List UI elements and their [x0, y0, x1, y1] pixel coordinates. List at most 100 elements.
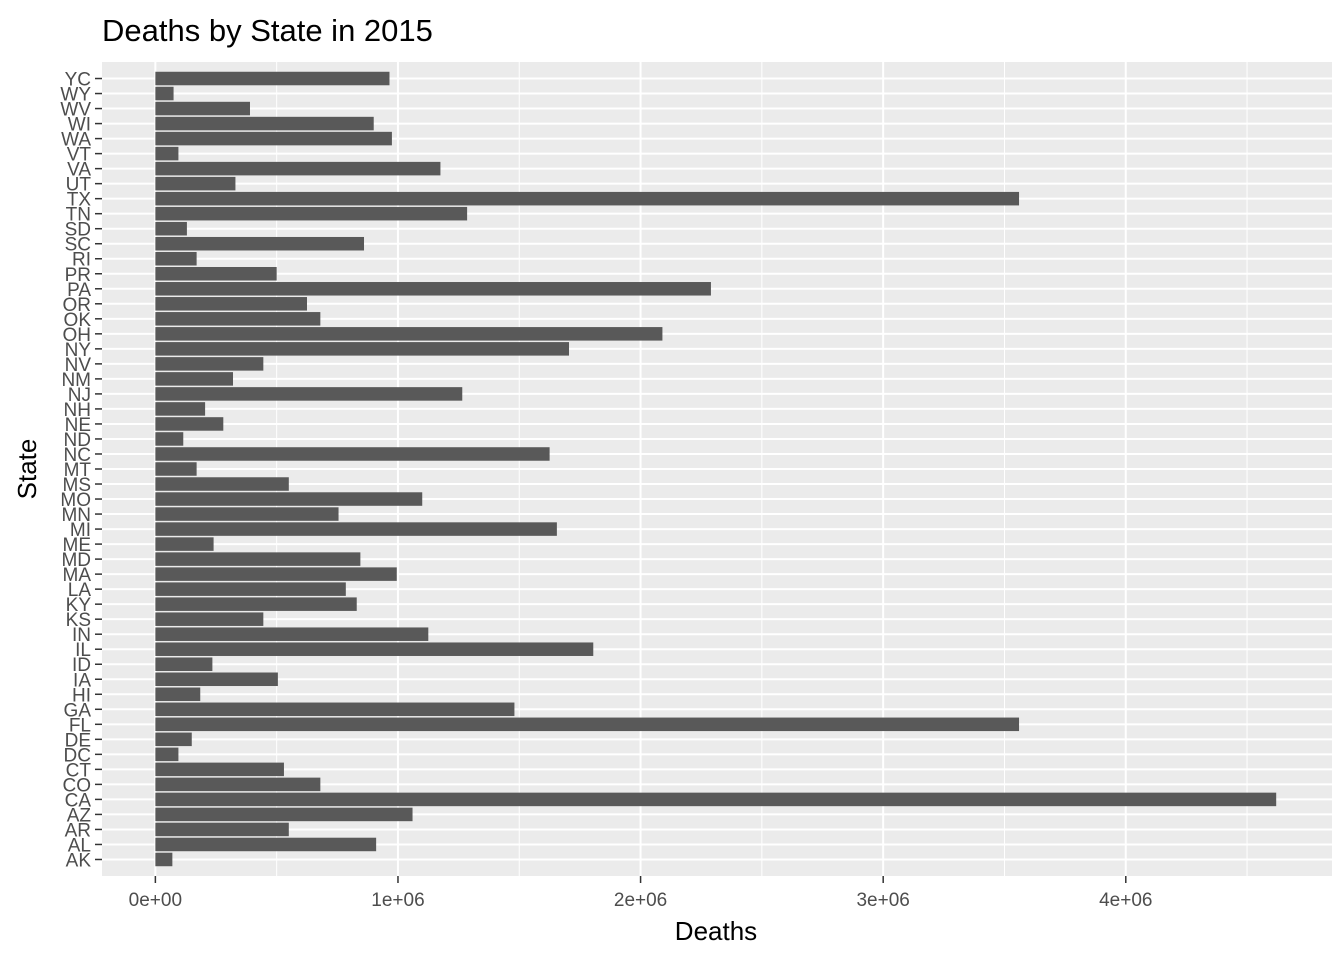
y-tick-label-nd: ND: [64, 430, 91, 451]
bar-la: [155, 582, 346, 596]
y-tick-label-tn: TN: [66, 205, 91, 226]
bar-de: [155, 732, 192, 747]
bars-group: [155, 71, 1277, 867]
bar-ak: [155, 852, 173, 867]
bar-al: [155, 837, 377, 852]
bar-ms: [155, 477, 289, 491]
bar-ga: [155, 702, 515, 717]
bar-tx: [155, 191, 1020, 206]
y-tick-label-vt: VT: [67, 145, 92, 166]
chart-title: Deaths by State in 2015: [102, 13, 433, 48]
bar-co: [155, 777, 321, 792]
bar-va: [155, 161, 441, 176]
y-tick-label-de: DE: [65, 730, 91, 751]
y-tick-label-ma: MA: [63, 565, 92, 586]
bar-ct: [155, 762, 284, 777]
y-tick-label-ny: NY: [65, 340, 92, 361]
y-tick-label-ak: AK: [66, 850, 92, 871]
bar-fl: [155, 717, 1020, 732]
y-tick-label-pa: PA: [67, 280, 91, 301]
bar-ma: [155, 567, 397, 581]
bar-hi: [155, 687, 201, 702]
y-tick-label-yc: YC: [65, 70, 91, 91]
bar-pa: [155, 282, 711, 296]
bar-tn: [155, 206, 468, 221]
y-tick-label-co: CO: [63, 775, 92, 796]
x-tick-label: 2e+06: [614, 890, 667, 911]
y-tick-label-ok: OK: [64, 310, 92, 331]
bar-md: [155, 552, 361, 566]
y-tick-label-nj: NJ: [68, 385, 91, 406]
bar-mn: [155, 507, 339, 521]
bar-nh: [155, 402, 206, 416]
bar-nv: [155, 357, 264, 371]
x-tick-label: 1e+06: [371, 890, 424, 911]
bar-id: [155, 657, 213, 671]
x-tick-label: 3e+06: [856, 890, 909, 911]
y-tick-label-al: AL: [68, 835, 91, 856]
bar-sc: [155, 236, 365, 251]
y-tick-label-ia: IA: [73, 670, 91, 691]
bar-ut: [155, 176, 236, 191]
y-tick-label-fl: FL: [69, 715, 91, 736]
bar-ky: [155, 597, 357, 611]
bar-wy: [155, 86, 174, 101]
y-tick-label-ky: KY: [66, 595, 92, 616]
bar-ca: [155, 792, 1277, 807]
y-tick-label-sd: SD: [65, 220, 91, 241]
bar-sd: [155, 221, 187, 236]
y-tick-label-va: VA: [67, 160, 91, 181]
y-tick-label-nc: NC: [64, 445, 91, 466]
bar-nd: [155, 432, 184, 446]
y-tick-label-nh: NH: [64, 400, 91, 421]
bar-yc: [155, 71, 390, 86]
y-axis-title: State: [12, 439, 42, 500]
y-axis: AKALARAZCACOCTDCDEFLGAHIIAIDILINKSKYLAMA…: [60, 70, 102, 871]
y-tick-label-nv: NV: [65, 355, 92, 376]
y-tick-label-ut: UT: [66, 175, 92, 196]
y-tick-label-or: OR: [63, 295, 92, 316]
bar-wv: [155, 101, 250, 116]
y-tick-label-oh: OH: [63, 325, 92, 346]
y-tick-label-me: ME: [63, 535, 92, 556]
y-tick-label-hi: HI: [72, 685, 91, 706]
y-tick-label-in: IN: [72, 625, 91, 646]
y-tick-label-pr: PR: [65, 265, 91, 286]
bar-mo: [155, 492, 423, 506]
grid-lines: [102, 62, 1332, 876]
bar-dc: [155, 747, 179, 762]
y-tick-label-az: AZ: [67, 805, 92, 826]
x-tick-label: 4e+06: [1099, 890, 1152, 911]
y-tick-label-md: MD: [61, 550, 91, 571]
bar-ar: [155, 822, 289, 837]
y-tick-label-wa: WA: [61, 130, 91, 151]
bar-wa: [155, 131, 392, 146]
y-tick-label-ms: MS: [63, 475, 92, 496]
y-tick-label-tx: TX: [67, 190, 92, 211]
bar-nm: [155, 372, 234, 386]
y-tick-label-id: ID: [72, 655, 91, 676]
bar-ia: [155, 672, 278, 687]
bar-az: [155, 807, 413, 822]
y-tick-label-ca: CA: [65, 790, 92, 811]
x-axis: 0e+00 1e+06 2e+06 3e+06 4e+06: [129, 876, 1152, 911]
y-tick-label-mn: MN: [61, 505, 91, 526]
bar-ny: [155, 342, 570, 356]
bar-oh: [155, 327, 663, 341]
y-tick-label-wv: WV: [60, 100, 91, 121]
bar-or: [155, 297, 307, 311]
y-tick-label-la: LA: [68, 580, 92, 601]
y-tick-label-ar: AR: [65, 820, 91, 841]
bar-mt: [155, 462, 197, 476]
y-tick-label-mo: MO: [60, 490, 91, 511]
y-tick-label-sc: SC: [65, 235, 91, 256]
y-tick-label-ct: CT: [66, 760, 92, 781]
y-tick-label-ks: KS: [66, 610, 91, 631]
y-tick-label-ga: GA: [64, 700, 92, 721]
y-tick-label-mi: MI: [70, 520, 91, 541]
bar-wi: [155, 116, 374, 131]
bar-nj: [155, 387, 463, 401]
x-tick-label: 0e+00: [129, 890, 182, 911]
bar-ri: [155, 251, 197, 266]
